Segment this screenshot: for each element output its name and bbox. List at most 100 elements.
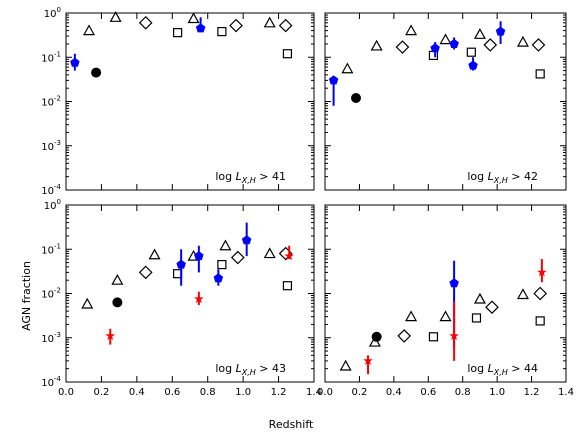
x-tick-label: 1.0 (489, 387, 505, 398)
diamond-marker (533, 286, 548, 301)
x-tick-label: 0.8 (455, 387, 471, 398)
y-axis-title: AGN fraction (20, 261, 33, 331)
circle-marker (350, 92, 361, 103)
star-marker (284, 251, 294, 261)
x-axis-title: Redshift (269, 418, 314, 431)
triangle-marker (370, 39, 383, 51)
circle-marker (112, 297, 123, 308)
diamond-marker (229, 18, 243, 33)
triangle-marker (81, 297, 94, 309)
x-tick-label: 0.2 (351, 387, 367, 398)
square-marker (471, 313, 482, 323)
panel-frame (324, 204, 567, 383)
star-marker (363, 355, 373, 365)
diamond-marker (278, 18, 293, 33)
triangle-marker (341, 62, 354, 74)
diamond-marker (230, 250, 245, 265)
square-marker (428, 332, 439, 342)
pentagon-marker (195, 23, 206, 33)
x-tick-label: 1.4 (558, 387, 574, 398)
x-tick-label: 1.4 (306, 387, 322, 398)
square-marker (535, 316, 545, 326)
star-marker (449, 330, 459, 340)
pentagon-marker (449, 278, 459, 288)
square-marker (217, 26, 227, 37)
panel-frame (324, 12, 567, 191)
y-tick-label: 100 (44, 198, 61, 212)
diamond-marker (531, 38, 546, 52)
square-marker (282, 49, 293, 59)
triangle-marker (187, 12, 200, 24)
triangle-marker (439, 33, 452, 45)
x-tick-label: 0.4 (386, 387, 402, 398)
panel-label: log LX,H > 44 (467, 362, 538, 377)
triangle-marker (219, 239, 232, 251)
pentagon-marker (449, 38, 459, 48)
triangle-marker (148, 248, 161, 260)
x-tick-label: 0.8 (200, 387, 216, 398)
pentagon-marker (176, 259, 186, 269)
pentagon-marker (495, 26, 506, 36)
x-tick-label: 0.2 (93, 387, 109, 398)
panel-3: 100 10-1 10-2 10-3 10-40.0 0.2 0.4 0.6 0.8 1.0 1.2… (41, 198, 322, 398)
triangle-marker (263, 16, 276, 28)
square-marker (535, 69, 545, 79)
panels: 100 10-1 10-2 10-3 10-4 log LX,H > 41 log LX,H… (41, 6, 574, 398)
square-marker (466, 47, 476, 57)
y-tick-label: 100 (44, 6, 61, 20)
y-tick-label: 10-4 (41, 375, 61, 389)
x-tick-label: 1.2 (271, 387, 287, 398)
y-tick-label: 10-4 (41, 183, 61, 197)
diamond-marker (138, 265, 153, 280)
y-tick-label: 10-2 (41, 95, 61, 109)
triangle-marker (405, 24, 418, 36)
panel-label: log LX,H > 42 (467, 170, 538, 185)
triangle-marker (439, 310, 452, 322)
panel-2: log LX,H > 42 (324, 12, 567, 191)
pentagon-marker (468, 60, 478, 70)
panel-4: 0.0 0.2 0.4 0.6 0.8 1.0 1.2 1.4 log LX,H > 44 (317, 204, 574, 398)
triangle-marker (83, 24, 96, 36)
pentagon-marker (194, 251, 204, 261)
diamond-marker (395, 40, 410, 54)
square-marker (428, 50, 439, 61)
pentagon-marker (328, 75, 339, 85)
diamond-marker (397, 329, 412, 343)
diamond-marker (485, 300, 499, 315)
star-marker (537, 267, 547, 277)
triangle-marker (109, 11, 122, 22)
circle-marker (371, 331, 382, 342)
x-tick-label: 0.4 (129, 387, 145, 398)
panel-frame (65, 12, 315, 191)
x-tick-label: 1.2 (524, 387, 540, 398)
x-tick-label: 0.0 (317, 387, 333, 398)
triangle-marker (339, 359, 352, 371)
panel-label: log LX,H > 41 (215, 170, 286, 185)
x-tick-label: 0.0 (58, 387, 74, 398)
y-tick-label: 10-1 (41, 50, 61, 64)
triangle-marker (516, 35, 529, 47)
square-marker (217, 259, 227, 270)
y-tick-label: 10-3 (41, 139, 61, 153)
panel-1: 100 10-1 10-2 10-3 10-4 log LX,H > 41 (41, 6, 315, 197)
triangle-marker (405, 310, 418, 322)
y-tick-label: 10-1 (41, 242, 61, 256)
triangle-marker (111, 273, 124, 285)
pentagon-marker (213, 273, 224, 283)
star-marker (105, 330, 115, 340)
panel-frame (65, 204, 315, 383)
y-tick-label: 10-3 (41, 331, 61, 345)
star-marker (194, 294, 204, 304)
x-tick-label: 0.6 (164, 387, 180, 398)
diamond-marker (483, 38, 498, 52)
x-tick-label: 1.0 (235, 387, 251, 398)
panel-label: log LX,H > 43 (215, 362, 286, 377)
pentagon-marker (430, 43, 440, 53)
triangle-marker (473, 292, 486, 304)
square-marker (282, 281, 293, 291)
triangle-marker (473, 28, 486, 39)
diamond-marker (138, 15, 153, 30)
x-tick-label: 0.6 (420, 387, 436, 398)
square-marker (173, 28, 183, 38)
